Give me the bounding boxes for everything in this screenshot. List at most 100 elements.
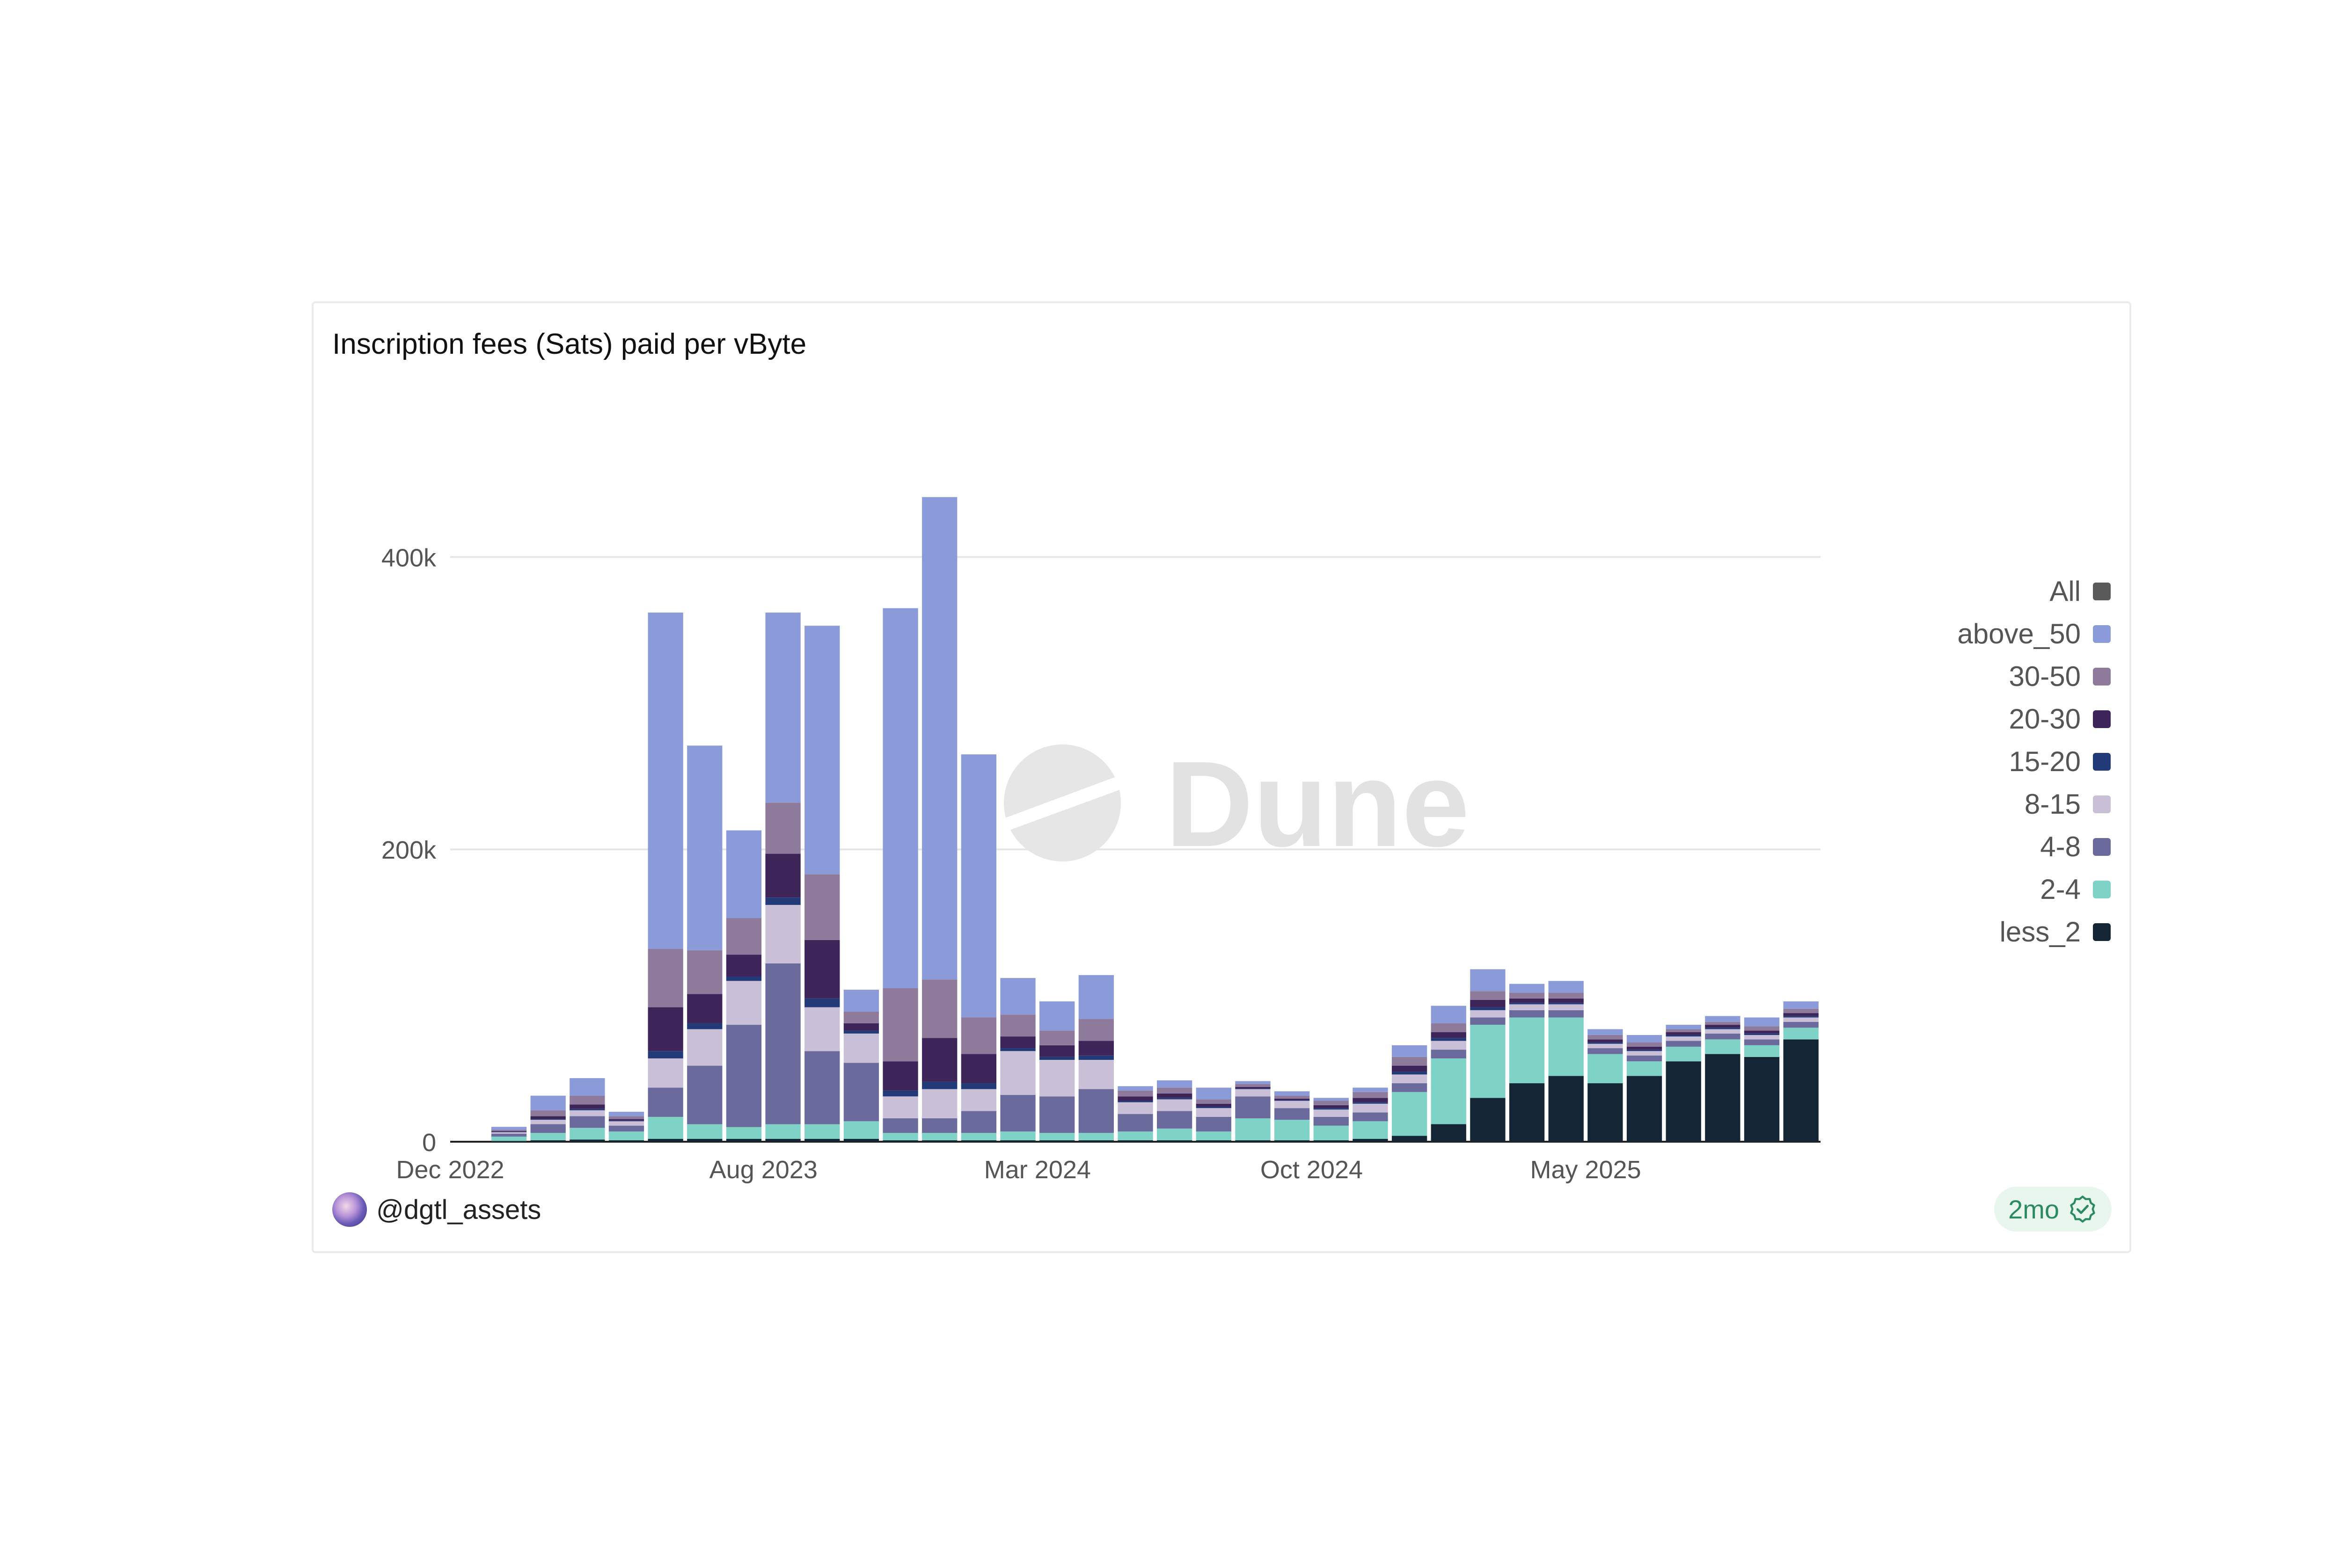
- bar-4-8-2024-05[interactable]: [1118, 1114, 1153, 1132]
- bar-less_2-2025-02[interactable]: [1470, 1098, 1506, 1142]
- bar-less_2-2024-10[interactable]: [1313, 1140, 1349, 1142]
- bar-15-20-2023-06[interactable]: [687, 1023, 723, 1029]
- bar-30-50-2023-04[interactable]: [608, 1116, 644, 1119]
- bar-above_50-2023-02[interactable]: [530, 1095, 566, 1110]
- bar-15-20-2024-06[interactable]: [1157, 1098, 1192, 1100]
- bar-4-8-2023-12[interactable]: [922, 1118, 958, 1133]
- bar-8-15-2024-03[interactable]: [1039, 1060, 1075, 1097]
- bar-2-4-2024-04[interactable]: [1078, 1133, 1114, 1140]
- bar-20-30-2023-03[interactable]: [570, 1104, 605, 1109]
- bar-20-30-2025-08[interactable]: [1705, 1025, 1740, 1028]
- bar-2-4-2023-09[interactable]: [804, 1124, 840, 1139]
- bar-30-50-2023-06[interactable]: [687, 950, 723, 994]
- bar-15-20-2023-08[interactable]: [765, 897, 801, 905]
- bar-less_2-2025-06[interactable]: [1626, 1076, 1662, 1142]
- bar-2-4-2023-01[interactable]: [491, 1137, 527, 1141]
- bar-less_2-2024-08[interactable]: [1235, 1140, 1271, 1142]
- bar-8-15-2023-11[interactable]: [883, 1096, 918, 1119]
- bar-20-30-2023-06[interactable]: [687, 994, 723, 1023]
- bar-2-4-2024-08[interactable]: [1235, 1118, 1271, 1140]
- bar-20-30-2023-11[interactable]: [883, 1061, 918, 1091]
- bar-8-15-2024-11[interactable]: [1353, 1103, 1388, 1113]
- bar-4-8-2024-02[interactable]: [1000, 1095, 1036, 1132]
- bar-less_2-2023-10[interactable]: [843, 1138, 879, 1142]
- bar-2-4-2024-01[interactable]: [961, 1133, 997, 1140]
- bar-4-8-2023-04[interactable]: [608, 1125, 644, 1132]
- bar-8-15-2024-01[interactable]: [961, 1089, 997, 1111]
- bar-8-15-2024-08[interactable]: [1235, 1089, 1271, 1097]
- bar-30-50-2025-03[interactable]: [1509, 992, 1545, 999]
- bar-8-15-2025-05[interactable]: [1587, 1043, 1623, 1049]
- bar-2-4-2023-10[interactable]: [843, 1121, 879, 1139]
- bar-15-20-2023-11[interactable]: [883, 1090, 918, 1097]
- bar-8-15-2025-03[interactable]: [1509, 1004, 1545, 1010]
- bar-less_2-2023-12[interactable]: [922, 1140, 958, 1142]
- bar-above_50-2024-03[interactable]: [1039, 1001, 1075, 1031]
- bar-30-50-2024-04[interactable]: [1078, 1019, 1114, 1041]
- bar-8-15-2025-02[interactable]: [1470, 1010, 1506, 1018]
- bar-less_2-2024-09[interactable]: [1274, 1140, 1310, 1142]
- bar-above_50-2024-01[interactable]: [961, 754, 997, 1018]
- age-badge[interactable]: 2mo: [1994, 1187, 2112, 1232]
- bar-above_50-2024-04[interactable]: [1078, 975, 1114, 1019]
- bar-30-50-2023-11[interactable]: [883, 988, 918, 1062]
- bar-2-4-2025-01[interactable]: [1431, 1058, 1466, 1124]
- bar-above_50-2024-08[interactable]: [1235, 1081, 1271, 1084]
- bar-less_2-2024-06[interactable]: [1157, 1140, 1192, 1142]
- bar-less_2-2024-07[interactable]: [1196, 1140, 1231, 1142]
- bar-15-20-2025-03[interactable]: [1509, 1003, 1545, 1005]
- bar-2-4-2024-05[interactable]: [1118, 1131, 1153, 1140]
- bar-8-15-2025-10[interactable]: [1783, 1017, 1819, 1022]
- bar-less_2-2025-10[interactable]: [1783, 1039, 1819, 1142]
- bar-above_50-2023-09[interactable]: [804, 626, 840, 875]
- bar-30-50-2023-09[interactable]: [804, 874, 840, 940]
- bar-8-15-2024-02[interactable]: [1000, 1051, 1036, 1095]
- bar-less_2-2023-08[interactable]: [765, 1138, 801, 1142]
- bar-20-30-2023-09[interactable]: [804, 940, 840, 999]
- author[interactable]: @dgtl_assets: [332, 1192, 541, 1227]
- bar-less_2-2024-11[interactable]: [1353, 1138, 1388, 1142]
- bar-30-50-2024-11[interactable]: [1353, 1092, 1388, 1098]
- bar-4-8-2024-01[interactable]: [961, 1111, 997, 1133]
- bar-15-20-2023-07[interactable]: [726, 976, 762, 981]
- bar-less_2-2025-01[interactable]: [1431, 1124, 1466, 1142]
- legend-item[interactable]: 8-15: [1957, 783, 2111, 825]
- bar-above_50-2024-07[interactable]: [1196, 1087, 1231, 1100]
- bar-20-30-2023-07[interactable]: [726, 955, 762, 977]
- bar-above_50-2023-12[interactable]: [922, 497, 958, 980]
- bar-20-30-2023-05[interactable]: [648, 1007, 683, 1051]
- legend-item[interactable]: 20-30: [1957, 698, 2111, 740]
- bar-above_50-2025-01[interactable]: [1431, 1006, 1466, 1023]
- bar-15-20-2024-12[interactable]: [1391, 1072, 1427, 1075]
- bar-30-50-2024-12[interactable]: [1391, 1057, 1427, 1066]
- bar-15-20-2025-09[interactable]: [1744, 1033, 1780, 1035]
- bar-4-8-2023-05[interactable]: [648, 1087, 683, 1117]
- bar-2-4-2023-03[interactable]: [570, 1128, 605, 1140]
- bar-4-8-2025-01[interactable]: [1431, 1050, 1466, 1058]
- bar-less_2-2024-03[interactable]: [1039, 1140, 1075, 1142]
- bar-30-50-2025-07[interactable]: [1666, 1029, 1701, 1032]
- bar-2-4-2024-09[interactable]: [1274, 1120, 1310, 1140]
- bar-above_50-2023-01[interactable]: [491, 1127, 527, 1130]
- bar-less_2-2023-09[interactable]: [804, 1138, 840, 1142]
- legend-item[interactable]: less_2: [1957, 911, 2111, 953]
- bar-above_50-2024-05[interactable]: [1118, 1086, 1153, 1091]
- bar-15-20-2024-03[interactable]: [1039, 1057, 1075, 1060]
- bar-4-8-2024-12[interactable]: [1391, 1083, 1427, 1092]
- bar-2-4-2025-06[interactable]: [1626, 1061, 1662, 1076]
- bar-15-20-2025-10[interactable]: [1783, 1016, 1819, 1018]
- bar-8-15-2025-07[interactable]: [1666, 1036, 1701, 1041]
- legend-item[interactable]: 30-50: [1957, 655, 2111, 698]
- bar-20-30-2024-05[interactable]: [1118, 1096, 1153, 1101]
- bar-above_50-2023-05[interactable]: [648, 613, 683, 949]
- bar-less_2-2023-01[interactable]: [491, 1141, 527, 1142]
- bar-less_2-2025-08[interactable]: [1705, 1054, 1740, 1142]
- bar-less_2-2025-03[interactable]: [1509, 1083, 1545, 1142]
- bar-4-8-2023-10[interactable]: [843, 1063, 879, 1122]
- bar-30-50-2024-02[interactable]: [1000, 1014, 1036, 1037]
- bar-4-8-2025-06[interactable]: [1626, 1055, 1662, 1062]
- bar-20-30-2024-11[interactable]: [1353, 1098, 1388, 1102]
- bar-less_2-2024-05[interactable]: [1118, 1140, 1153, 1142]
- bar-30-50-2023-05[interactable]: [648, 948, 683, 1007]
- bar-30-50-2023-01[interactable]: [491, 1130, 527, 1131]
